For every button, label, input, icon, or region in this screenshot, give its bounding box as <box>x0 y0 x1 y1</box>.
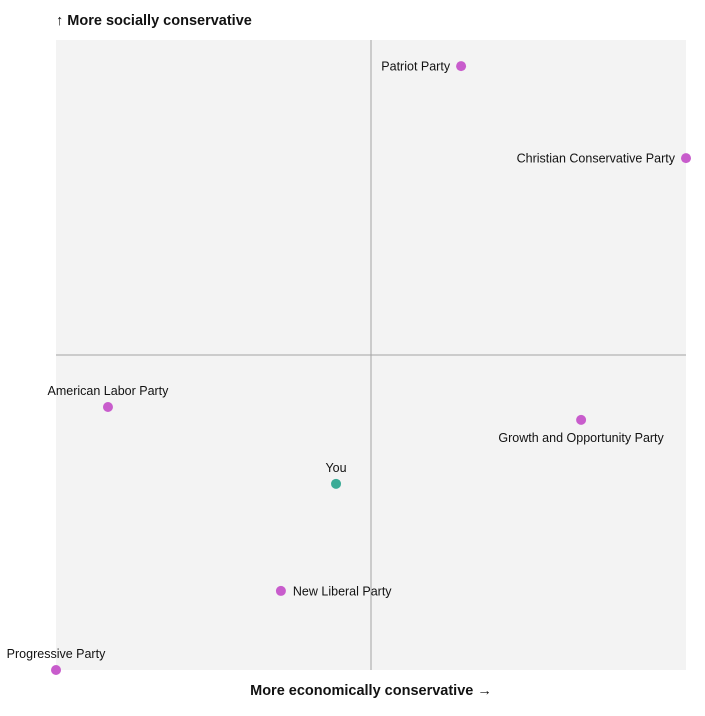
progressive-party-point <box>51 665 61 675</box>
growth-and-opportunity-party-label: Growth and Opportunity Party <box>498 431 664 445</box>
x-axis-title: More economically conservative → <box>250 683 492 699</box>
you-label: You <box>325 461 346 475</box>
american-labor-party-label: American Labor Party <box>48 384 170 398</box>
new-liberal-party-point <box>275 585 286 596</box>
y-axis-title: ↑ More socially conservative <box>56 13 252 29</box>
patriot-party-point <box>456 61 467 72</box>
progressive-party-label: Progressive Party <box>7 647 106 661</box>
christian-conservative-party-label: Christian Conservative Party <box>517 152 676 166</box>
patriot-party-label: Patriot Party <box>381 60 451 74</box>
you-point <box>331 478 342 489</box>
growth-and-opportunity-party-point <box>576 414 587 425</box>
american-labor-party-point <box>102 401 113 412</box>
new-liberal-party-label: New Liberal Party <box>293 584 392 598</box>
christian-conservative-party-point <box>681 153 691 164</box>
data-points: Patriot Party Christian Conservative Part… <box>7 60 691 675</box>
